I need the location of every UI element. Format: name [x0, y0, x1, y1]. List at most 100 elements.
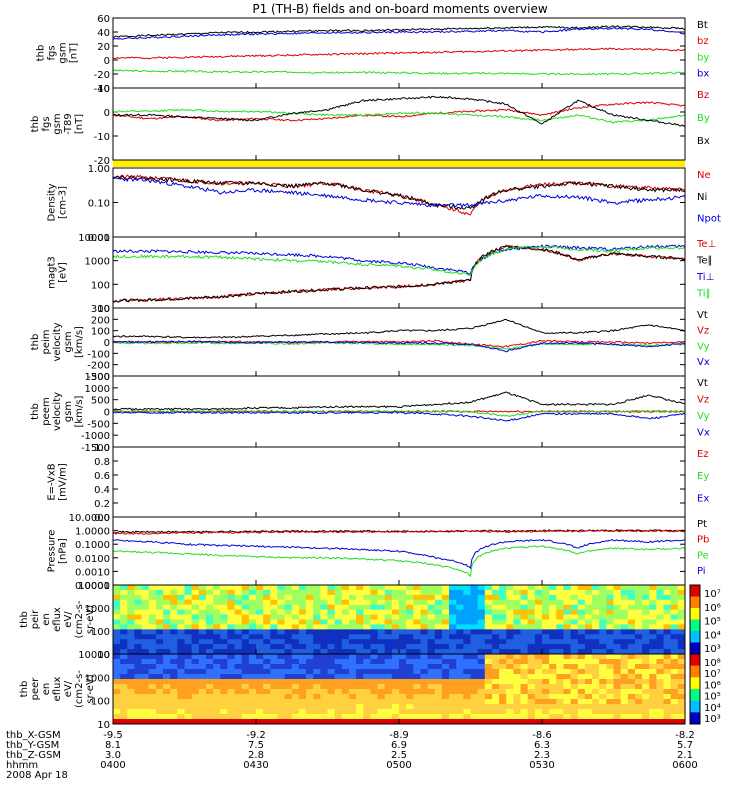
heatmap-cell	[277, 644, 286, 650]
heatmap-cell	[391, 649, 400, 655]
heatmap-cell	[270, 604, 278, 611]
heatmap-cell	[434, 684, 443, 690]
heatmap-cell	[356, 649, 364, 655]
heatmap-cell	[227, 614, 236, 620]
heatmap-cell	[434, 649, 443, 655]
heatmap-cell	[527, 659, 536, 665]
heatmap-cell	[606, 629, 614, 635]
heatmap-cell	[198, 719, 207, 725]
heatmap-cell	[499, 619, 507, 625]
heatmap-cell	[320, 664, 328, 670]
heatmap-cell	[506, 674, 514, 680]
heatmap-cell	[399, 589, 407, 596]
heatmap-cell	[656, 619, 665, 625]
heatmap-cell	[377, 689, 386, 695]
heatmap-cell	[420, 684, 429, 690]
heatmap-cell	[198, 714, 207, 720]
heatmap-cell	[141, 659, 150, 665]
heatmap-cell	[256, 669, 264, 675]
heatmap-cell	[577, 609, 586, 616]
heatmap-cell	[184, 589, 193, 596]
heatmap-cell	[177, 674, 185, 680]
heatmap-cell	[499, 664, 507, 670]
heatmap-cell	[463, 624, 471, 630]
heatmap-cell	[120, 689, 128, 695]
heatmap-cell	[184, 709, 193, 715]
heatmap-cell	[606, 599, 614, 606]
heatmap-cell	[513, 719, 522, 725]
series-line	[112, 318, 686, 339]
heatmap-cell	[649, 689, 657, 695]
heatmap-cell	[592, 714, 600, 720]
heatmap-cell	[642, 659, 650, 665]
heatmap-cell	[656, 719, 665, 725]
heatmap-cell	[627, 644, 636, 650]
heatmap-cell	[649, 654, 657, 660]
heatmap-cell	[634, 674, 643, 680]
heatmap-cell	[584, 609, 593, 616]
heatmap-cell	[670, 589, 679, 596]
heatmap-cell	[399, 659, 407, 665]
heatmap-cell	[155, 644, 164, 650]
heatmap-cell	[306, 639, 314, 645]
heatmap-cell	[227, 649, 236, 655]
heatmap-cell	[263, 654, 271, 660]
heatmap-cell	[298, 624, 307, 630]
heatmap-cell	[213, 694, 221, 700]
heatmap-cell	[670, 619, 679, 625]
heatmap-cell	[205, 614, 214, 620]
heatmap-cell	[556, 644, 564, 650]
heatmap-cell	[470, 674, 479, 680]
heatmap-cell	[148, 684, 157, 690]
heatmap-cell	[506, 709, 514, 715]
series-line	[112, 545, 686, 578]
heatmap-cell	[134, 585, 143, 591]
heatmap-cell	[277, 619, 286, 625]
heatmap-cell	[248, 664, 257, 670]
heatmap-cell	[198, 619, 207, 625]
heatmap-cell	[348, 659, 357, 665]
heatmap-cell	[263, 714, 271, 720]
heatmap-cell	[391, 674, 400, 680]
heatmap-cell	[155, 704, 164, 710]
heatmap-cell	[205, 634, 214, 640]
heatmap-cell	[577, 589, 586, 596]
heatmap-cell	[627, 649, 636, 655]
heatmap-cell	[420, 649, 429, 655]
heatmap-cell	[506, 604, 514, 611]
heatmap-cell	[463, 599, 471, 606]
heatmap-cell	[406, 694, 414, 700]
heatmap-cell	[220, 704, 228, 710]
x-tick-label: -9.5	[103, 730, 123, 741]
heatmap-cell	[155, 594, 164, 601]
heatmap-cell	[427, 624, 436, 630]
heatmap-cell	[520, 589, 529, 596]
x-tick-label: 6.9	[391, 740, 407, 751]
heatmap-cell	[520, 644, 529, 650]
heatmap-cell	[556, 639, 564, 645]
heatmap-cell	[155, 624, 164, 630]
heatmap-cell	[620, 599, 629, 606]
panel-frame	[112, 516, 686, 586]
heatmap-cell	[599, 699, 607, 705]
heatmap-cell	[341, 714, 350, 720]
heatmap-cell	[606, 664, 614, 670]
heatmap-cell	[184, 619, 193, 625]
y-tick-label: -300	[87, 372, 110, 383]
series-line	[112, 69, 686, 76]
heatmap-cell	[441, 614, 450, 620]
heatmap-cell	[370, 624, 379, 630]
heatmap-cell	[341, 694, 350, 700]
heatmap-cell	[642, 629, 650, 635]
heatmap-cell	[270, 719, 278, 725]
series-line	[112, 175, 686, 210]
heatmap-cell	[348, 649, 357, 655]
heatmap-cell	[213, 674, 221, 680]
heatmap-cell	[620, 674, 629, 680]
heatmap-cell	[420, 689, 429, 695]
heatmap-cell	[491, 719, 500, 725]
heatmap-cell	[441, 719, 450, 725]
heatmap-cell	[491, 689, 500, 695]
heatmap-cell	[542, 664, 550, 670]
